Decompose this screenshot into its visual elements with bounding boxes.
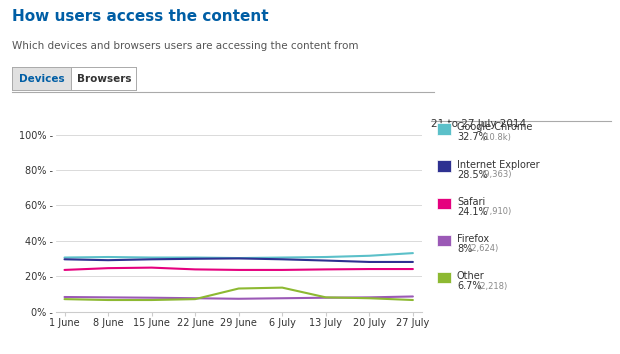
Text: Firefox: Firefox xyxy=(457,234,489,244)
Text: 6.7%: 6.7% xyxy=(457,281,482,291)
Text: (10.8k): (10.8k) xyxy=(482,133,511,142)
Text: (9,363): (9,363) xyxy=(482,170,512,179)
Text: 28.5%: 28.5% xyxy=(457,170,488,179)
Text: How users access the content: How users access the content xyxy=(12,9,269,24)
Text: (2,218): (2,218) xyxy=(477,281,508,291)
Text: Safari: Safari xyxy=(457,197,485,207)
Text: 32.7%: 32.7% xyxy=(457,132,488,142)
Text: Which devices and browsers users are accessing the content from: Which devices and browsers users are acc… xyxy=(12,41,359,51)
Text: Internet Explorer: Internet Explorer xyxy=(457,160,539,170)
Text: Browsers: Browsers xyxy=(77,74,131,84)
Text: 24.1%: 24.1% xyxy=(457,207,487,217)
Text: (2,624): (2,624) xyxy=(469,244,499,253)
Text: Other: Other xyxy=(457,271,485,281)
Text: Google Chrome: Google Chrome xyxy=(457,122,533,132)
Text: 8%: 8% xyxy=(457,244,472,254)
Text: Devices: Devices xyxy=(19,74,64,84)
Text: (7,910): (7,910) xyxy=(482,207,512,216)
Text: 21 to 27 July 2014: 21 to 27 July 2014 xyxy=(431,119,526,129)
